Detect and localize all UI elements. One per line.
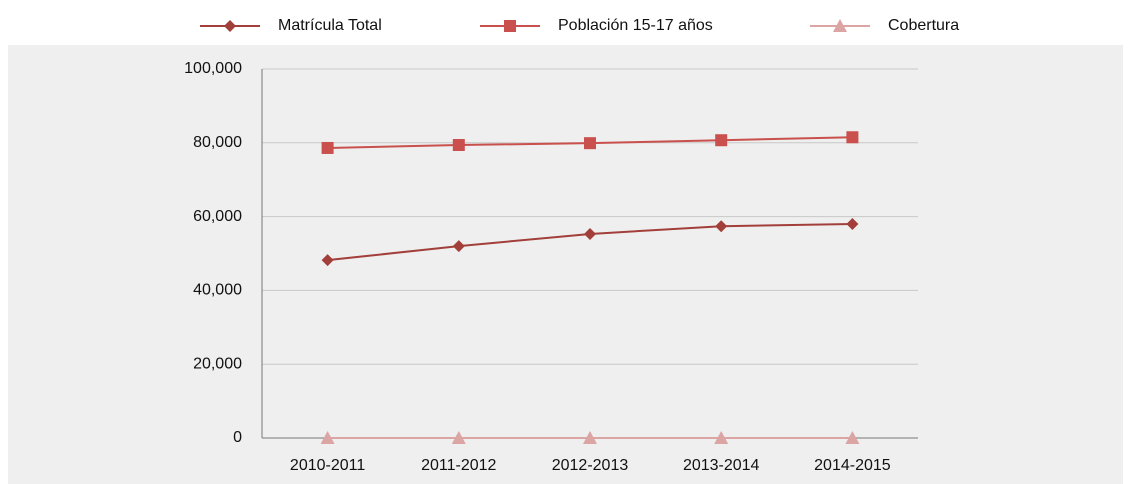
- x-tick-label: 2010-2011: [290, 457, 365, 474]
- point: [845, 430, 860, 444]
- point: [846, 217, 859, 230]
- point: [451, 430, 466, 444]
- legend-label: Población 15-17 años: [558, 17, 713, 34]
- x-tick-label: 2011-2012: [421, 457, 496, 474]
- legend-label: Cobertura: [888, 17, 959, 34]
- x-tick-label: 2014-2015: [814, 457, 891, 474]
- y-tick-label: 80,000: [193, 134, 242, 151]
- legend-marker: [224, 20, 236, 32]
- point: [715, 220, 728, 233]
- point: [584, 227, 596, 240]
- point: [583, 430, 597, 444]
- y-tick-label: 40,000: [193, 282, 242, 299]
- y-tick-label: 100,000: [184, 60, 242, 77]
- point: [584, 137, 596, 150]
- point: [715, 134, 728, 147]
- point: [321, 254, 334, 267]
- plot-background: [8, 45, 1123, 484]
- x-tick-label: 2013-2014: [683, 457, 760, 474]
- legend-label: Matrícula Total: [278, 17, 382, 34]
- point: [452, 240, 465, 253]
- point: [452, 139, 465, 152]
- y-tick-label: 60,000: [193, 208, 242, 225]
- legend-marker: [504, 20, 516, 32]
- point: [714, 430, 729, 444]
- point: [321, 141, 334, 154]
- x-tick-label: 2012-2013: [552, 457, 629, 474]
- y-tick-label: 20,000: [193, 355, 242, 372]
- point: [846, 131, 859, 144]
- legend-marker: [833, 19, 847, 32]
- point: [320, 430, 335, 444]
- y-tick-label: 0: [233, 429, 242, 446]
